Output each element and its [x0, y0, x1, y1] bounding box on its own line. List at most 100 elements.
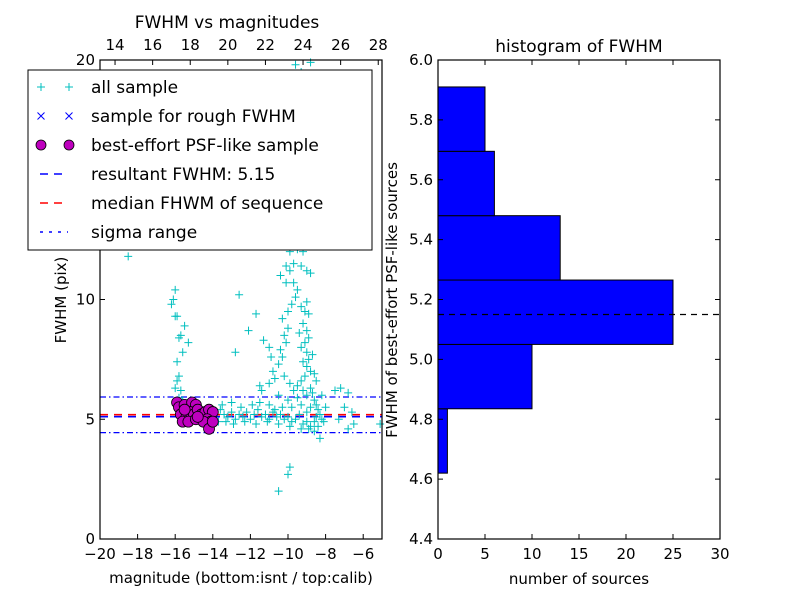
- all-sample-point: [124, 252, 133, 261]
- all-sample-point: [246, 415, 255, 424]
- all-sample-point: [302, 391, 311, 400]
- histogram-xtick-label: 20: [616, 545, 635, 563]
- all-sample-point: [334, 415, 343, 424]
- histogram-xtick-label: 0: [433, 545, 443, 563]
- all-sample-point: [285, 422, 294, 431]
- histogram-xtick-label: 25: [663, 545, 682, 563]
- all-sample-point: [376, 420, 385, 429]
- all-sample-point: [255, 381, 264, 390]
- legend-box: [27, 69, 373, 251]
- scatter-xtick-label: −8: [315, 545, 337, 563]
- all-sample-point: [297, 400, 306, 409]
- all-sample-point: [178, 348, 187, 357]
- histogram-bar: [437, 279, 674, 345]
- all-sample-point: [302, 297, 311, 306]
- legend-x-marker: [65, 112, 73, 120]
- scatter-top-xtick-label: 28: [369, 36, 388, 54]
- all-sample-point: [252, 309, 261, 318]
- histogram-bar: [437, 343, 533, 410]
- legend-label: median FHWM of sequence: [91, 194, 323, 214]
- scatter-ticks: −20 −18 −16 −14 −12 −10 −8 −6 0 5 10 20 14 16 18 20 22 24…: [76, 36, 388, 563]
- scatter-points: [124, 58, 385, 496]
- all-sample-point: [270, 374, 279, 383]
- all-sample-point: [171, 384, 180, 393]
- scatter-xlabel: magnitude (bottom:isnt / top:calib): [109, 569, 373, 587]
- all-sample-point: [244, 326, 253, 335]
- scatter-title: FWHM vs magnitudes: [135, 13, 320, 33]
- scatter-xtick-label: −6: [352, 545, 374, 563]
- scatter-xtick-label: −16: [159, 545, 191, 563]
- scatter-top-xtick-label: 14: [105, 36, 124, 54]
- all-sample-point: [250, 410, 259, 419]
- all-sample-point: [282, 278, 291, 287]
- all-sample-point: [293, 285, 302, 294]
- scatter-ytick-label: 20: [76, 51, 95, 69]
- all-sample-point: [299, 357, 308, 366]
- all-sample-point: [340, 403, 349, 412]
- histogram-bar: [437, 150, 495, 217]
- all-sample-point: [314, 405, 323, 414]
- histogram-ytick-label: 4.6: [409, 470, 433, 488]
- all-sample-point: [242, 408, 251, 417]
- scatter-top-xtick-label: 22: [256, 36, 275, 54]
- all-sample-point: [299, 386, 308, 395]
- scatter-ytick-label: 0: [85, 530, 95, 548]
- all-sample-point: [221, 417, 230, 426]
- all-sample-point: [173, 376, 182, 385]
- all-sample-point: [289, 278, 298, 287]
- all-sample-point: [261, 410, 270, 419]
- all-sample-point: [282, 338, 291, 347]
- all-sample-point: [297, 343, 306, 352]
- legend-plus-marker: [65, 83, 73, 91]
- all-sample-point: [274, 487, 283, 496]
- histogram-bar: [437, 215, 561, 281]
- all-sample-point: [274, 391, 283, 400]
- all-sample-point: [276, 271, 285, 280]
- histogram-xtick-label: 5: [480, 545, 490, 563]
- histogram-ticks: 0 5 10 15 20 25 30 4.4 4.6 4.8 5.0 5.2 5.4 5.6 5.8 6.0: [409, 51, 729, 563]
- all-sample-point: [227, 398, 236, 407]
- all-sample-point: [344, 424, 353, 433]
- all-sample-point: [174, 372, 183, 381]
- histogram-ytick-label: 5.4: [409, 231, 433, 249]
- all-sample-point: [297, 376, 306, 385]
- all-sample-point: [285, 463, 294, 472]
- scatter-top-xtick-label: 24: [293, 36, 312, 54]
- histogram-ytick-label: 4.8: [409, 410, 433, 428]
- all-sample-point: [235, 290, 244, 299]
- all-sample-point: [173, 357, 182, 366]
- all-sample-point: [255, 398, 264, 407]
- all-sample-point: [171, 285, 180, 294]
- all-sample-point: [297, 261, 306, 270]
- legend-label: sigma range: [91, 223, 197, 243]
- all-sample-point: [184, 338, 193, 347]
- histogram-panel: 0 5 10 15 20 25 304.44.64.85.05.25.45.65.86.0 …: [383, 37, 730, 588]
- all-sample-point: [315, 434, 324, 443]
- histogram-ytick-label: 5.2: [409, 291, 433, 309]
- all-sample-point: [287, 403, 296, 412]
- all-sample-point: [310, 417, 319, 426]
- all-sample-point: [291, 415, 300, 424]
- all-sample-point: [240, 417, 249, 426]
- all-sample-point: [237, 403, 245, 412]
- histogram-xtick-label: 30: [710, 545, 729, 563]
- all-sample-point: [278, 403, 287, 412]
- histogram-xlabel: number of sources: [509, 570, 649, 588]
- scatter-panel: −20 −18 −16 −14 −12 −10 −8 −6 0 5 10 20 14 16 18 20 22 24…: [27, 13, 388, 587]
- all-sample-point: [304, 355, 313, 364]
- all-sample-point: [276, 345, 285, 354]
- legend-label: all sample: [91, 78, 178, 98]
- all-sample-point: [308, 388, 317, 397]
- all-sample-point: [265, 343, 274, 352]
- all-sample-point: [263, 417, 272, 426]
- all-sample-point: [285, 266, 294, 275]
- all-sample-point: [295, 329, 304, 338]
- all-sample-point: [304, 333, 313, 342]
- all-sample-point: [308, 350, 317, 359]
- all-sample-point: [285, 379, 294, 388]
- all-sample-point: [180, 321, 189, 330]
- all-sample-point: [174, 333, 183, 342]
- psf-sample-point: [191, 410, 204, 423]
- all-sample-point: [280, 331, 289, 340]
- all-sample-point: [317, 415, 326, 424]
